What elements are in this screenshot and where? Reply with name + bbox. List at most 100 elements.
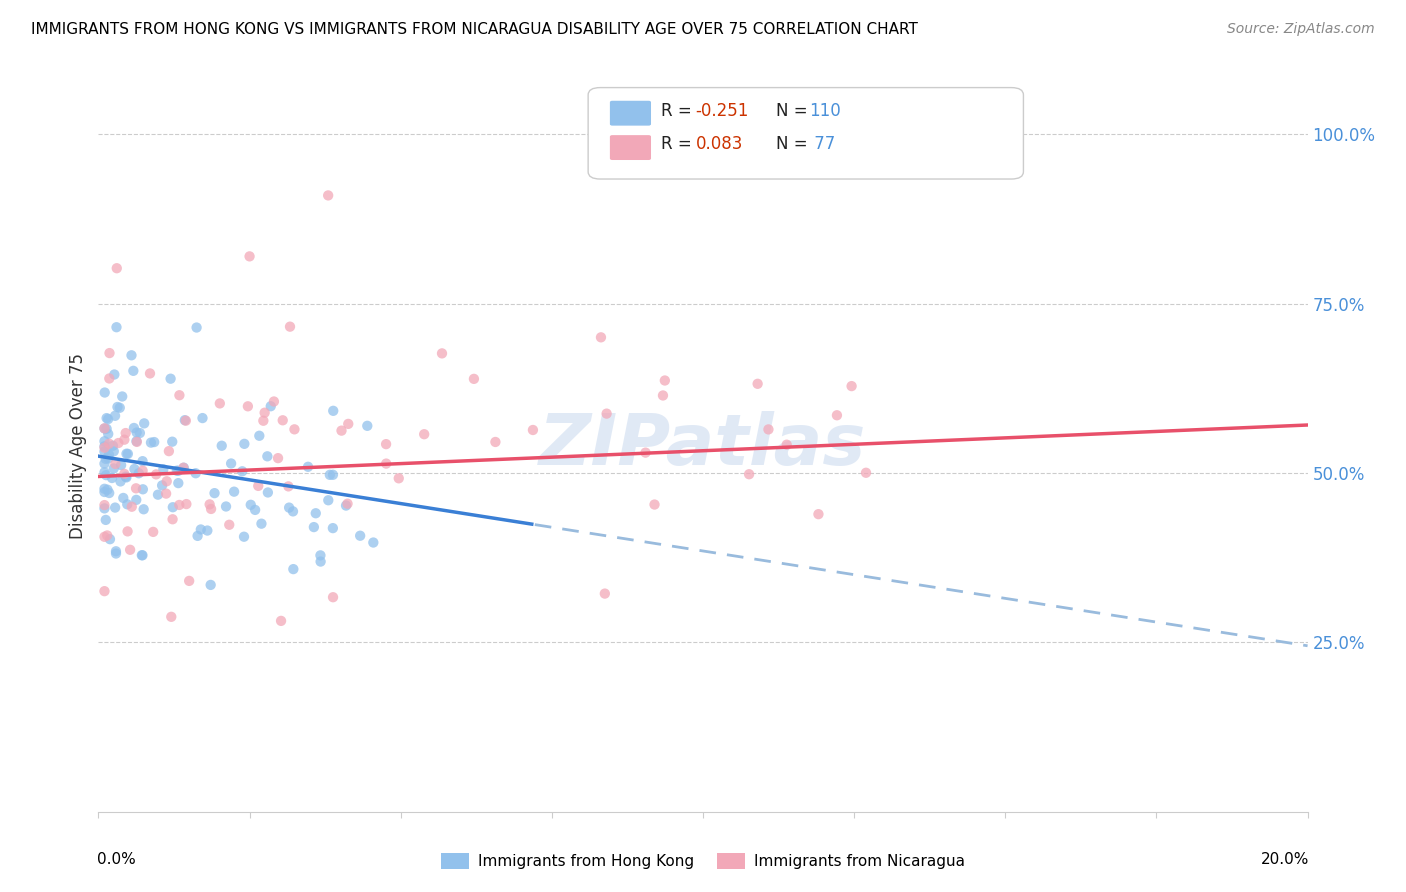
Point — [104, 547, 127, 561]
Point — [104, 544, 127, 558]
Point — [112, 491, 135, 505]
Legend: Immigrants from Hong Kong, Immigrants from Nicaragua: Immigrants from Hong Kong, Immigrants fr… — [436, 847, 970, 875]
Point — [110, 475, 132, 489]
Point — [233, 437, 256, 451]
Point — [179, 574, 201, 588]
Point — [186, 320, 208, 334]
Point — [152, 462, 174, 476]
Point — [150, 478, 173, 492]
Text: N =: N = — [776, 103, 813, 120]
Point — [96, 528, 118, 542]
Point — [855, 466, 877, 480]
Point — [231, 464, 253, 478]
Point — [200, 578, 222, 592]
Point — [162, 500, 184, 515]
Point — [270, 614, 292, 628]
Point — [375, 457, 398, 471]
Point — [98, 436, 121, 450]
Point — [112, 467, 135, 481]
Point — [125, 434, 148, 449]
Point — [125, 434, 148, 449]
Point — [336, 497, 359, 511]
Text: N =: N = — [776, 135, 813, 153]
Point — [94, 513, 117, 527]
Point — [93, 385, 115, 400]
Point — [297, 459, 319, 474]
Point — [105, 261, 128, 276]
Point — [131, 549, 153, 563]
Point — [316, 188, 339, 202]
Point — [589, 330, 612, 344]
Point — [117, 524, 139, 539]
Point — [593, 586, 616, 600]
Point — [176, 497, 198, 511]
Point — [267, 451, 290, 466]
Point — [94, 468, 117, 483]
Point — [128, 467, 150, 481]
Point — [97, 451, 120, 466]
Point — [236, 399, 259, 413]
Point — [96, 411, 118, 425]
Point — [484, 434, 506, 449]
Point — [93, 421, 115, 435]
Point — [302, 520, 325, 534]
Point — [96, 483, 118, 497]
Point — [218, 517, 240, 532]
Point — [595, 407, 617, 421]
Point — [120, 542, 142, 557]
Point — [319, 467, 342, 482]
Point — [143, 435, 166, 450]
Text: 20.0%: 20.0% — [1260, 852, 1309, 867]
Point — [263, 394, 285, 409]
Point — [97, 412, 120, 426]
Point — [316, 493, 339, 508]
Point — [139, 435, 162, 450]
Point — [98, 532, 121, 546]
Point — [128, 425, 150, 440]
Point — [841, 379, 863, 393]
Point — [96, 422, 118, 436]
Point — [103, 461, 125, 475]
Point — [103, 444, 125, 458]
Point — [813, 154, 835, 169]
Point — [132, 502, 155, 516]
Point — [117, 447, 139, 461]
Point — [105, 320, 128, 334]
Point — [219, 457, 242, 471]
Point — [114, 469, 136, 483]
Point — [108, 401, 131, 415]
Point — [93, 421, 115, 435]
Point — [93, 485, 115, 500]
Point — [283, 562, 305, 576]
Point — [98, 486, 121, 500]
Text: ZIPatlas: ZIPatlas — [540, 411, 866, 481]
Point — [747, 376, 769, 391]
Point — [115, 447, 138, 461]
Point — [157, 444, 180, 458]
Point — [322, 467, 344, 482]
Text: 0.083: 0.083 — [696, 135, 744, 153]
Point — [257, 485, 280, 500]
Point — [110, 458, 132, 472]
Point — [758, 422, 780, 436]
Point — [93, 466, 115, 480]
Point — [522, 423, 544, 437]
Point — [260, 399, 283, 413]
Point — [356, 418, 378, 433]
Point — [413, 427, 436, 442]
Point — [277, 479, 299, 493]
Text: 77: 77 — [810, 135, 835, 153]
Point — [204, 486, 226, 500]
Text: 0.0%: 0.0% — [97, 852, 136, 867]
Point — [278, 500, 301, 515]
Point — [114, 425, 136, 440]
Text: IMMIGRANTS FROM HONG KONG VS IMMIGRANTS FROM NICARAGUA DISABILITY AGE OVER 75 CO: IMMIGRANTS FROM HONG KONG VS IMMIGRANTS … — [31, 22, 918, 37]
Point — [654, 374, 676, 388]
Point — [117, 497, 139, 511]
Point — [115, 470, 138, 484]
Point — [330, 424, 353, 438]
Point — [93, 501, 115, 516]
Point — [247, 429, 270, 443]
Point — [142, 524, 165, 539]
Point — [122, 421, 145, 435]
